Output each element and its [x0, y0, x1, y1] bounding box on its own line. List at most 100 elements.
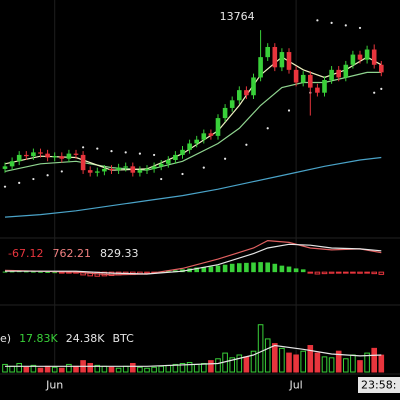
candle-body — [109, 168, 114, 171]
volume-legend: 17.83K — [19, 332, 58, 345]
sar-dot — [110, 150, 113, 153]
macd-bar — [335, 271, 342, 274]
candle-body — [272, 46, 278, 68]
macd-bar — [279, 265, 285, 273]
volume-bar — [23, 366, 30, 373]
volume-bar — [208, 360, 214, 373]
volume-legend: BTC — [113, 332, 135, 345]
sar-dot — [344, 24, 347, 27]
macd-bar — [166, 271, 171, 273]
volume-bar — [286, 352, 292, 373]
moving-average — [4, 156, 382, 218]
volume-bar — [272, 343, 278, 373]
macd-bar — [321, 271, 328, 275]
volume-bar — [44, 365, 51, 373]
candle-body — [38, 152, 43, 154]
candle-body — [308, 74, 313, 88]
macd-bar — [2, 271, 8, 273]
macd-bar — [343, 271, 349, 274]
volume-bar — [144, 367, 150, 373]
volume-bar — [215, 358, 221, 373]
macd-bar — [328, 271, 335, 274]
candle-body — [73, 153, 79, 155]
macd-bar — [293, 268, 299, 273]
candle-body — [31, 152, 36, 157]
sar-dot — [60, 170, 63, 173]
macd-bar — [300, 269, 306, 273]
candle-body — [166, 160, 171, 164]
sar-dot — [224, 157, 227, 160]
candle-body — [187, 143, 192, 150]
volume-bar — [137, 366, 143, 373]
volume-bar — [66, 363, 72, 373]
volume-average — [5, 344, 382, 367]
volume-bar — [130, 362, 136, 373]
macd-bar — [52, 272, 57, 274]
volume-bar — [243, 356, 250, 373]
candle-body — [59, 156, 65, 159]
candle-body — [379, 64, 384, 73]
macd-bar — [237, 263, 242, 273]
macd-bar — [258, 262, 263, 273]
volume-bar — [264, 338, 271, 373]
candle-body — [258, 57, 263, 78]
macd-line — [4, 239, 382, 276]
candle-body — [130, 166, 136, 173]
volume-bar — [343, 358, 349, 373]
candle-body — [102, 168, 107, 172]
candle-body — [80, 154, 86, 171]
candle-body — [16, 154, 22, 162]
volume-bar — [357, 360, 363, 373]
sar-dot — [3, 185, 7, 188]
sar-dot — [316, 19, 319, 22]
x-tick-label: Jul — [288, 379, 302, 392]
candle-body — [173, 154, 178, 160]
volume-legend: 24.38K — [66, 332, 105, 345]
volume-bar — [279, 347, 285, 373]
volume-bar — [108, 366, 115, 373]
macd-bar — [364, 271, 370, 274]
candle-body — [322, 80, 327, 93]
volume-bar — [250, 350, 257, 373]
clock-badge — [358, 377, 400, 393]
sar-dot — [96, 147, 99, 150]
volume-bar — [314, 352, 321, 373]
macd-bar — [24, 271, 29, 273]
candle-body — [336, 69, 341, 78]
sar-dot — [153, 153, 156, 157]
macd-bar — [229, 263, 235, 273]
candle-body — [123, 166, 128, 168]
candle-body — [45, 153, 50, 158]
candle-body — [151, 166, 157, 169]
candle-body — [137, 170, 143, 173]
sar-dot — [330, 21, 333, 24]
candle-body — [371, 49, 377, 65]
volume-bar — [16, 362, 22, 373]
volume-bar — [172, 363, 179, 373]
volume-bar — [371, 347, 377, 373]
sar-dot — [266, 127, 269, 130]
volume-bar — [378, 354, 385, 373]
macd-readout: -67.12 — [8, 247, 43, 260]
volume-bar — [73, 365, 79, 373]
macd-bar — [215, 265, 221, 273]
sar-dot — [124, 151, 127, 154]
sar-dot — [138, 152, 141, 155]
candle-body — [116, 167, 121, 171]
candle-body — [300, 74, 306, 83]
macd-bar — [251, 262, 256, 273]
candle-body — [52, 156, 57, 158]
sar-dot — [373, 91, 376, 94]
volume-bar — [115, 367, 122, 373]
candle-body — [24, 154, 29, 157]
clock: 23:58: — [361, 379, 396, 392]
volume-bar — [335, 350, 342, 373]
candle-body — [329, 69, 334, 80]
candle-body — [293, 69, 299, 83]
candle-body — [357, 54, 363, 60]
volume-bar — [321, 356, 328, 373]
macd-readout: 829.33 — [100, 247, 139, 260]
high-label: 13764 — [220, 10, 255, 23]
